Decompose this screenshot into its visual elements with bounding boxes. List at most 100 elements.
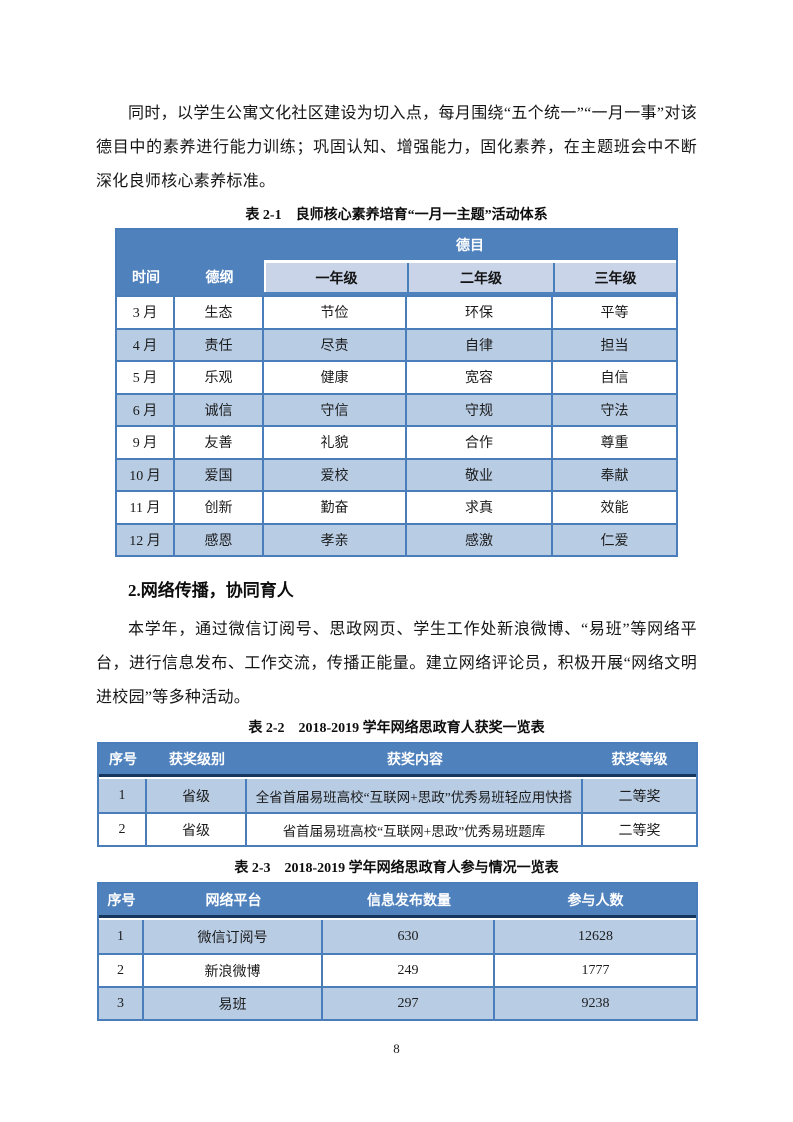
table1-header-demu: 德目 [456, 239, 484, 254]
table2-header-grade: 获奖等级 [611, 753, 668, 768]
table1-header-grade2: 二年级 [407, 263, 553, 292]
table1-header-degang: 德纲 [205, 271, 234, 286]
table-row: 2 省级 省首届易班高校“互联网+思政”优秀易班题库 二等奖 [99, 812, 696, 845]
table-cell: 微信订阅号 [144, 920, 323, 953]
table-cell: 1 [99, 779, 147, 812]
table1-header-demu-group: 德目 一年级 二年级 三年级 [264, 230, 676, 295]
table-row: 9 月 友善 礼貌 合作 尊重 [117, 425, 676, 458]
header-gap [99, 918, 696, 920]
table-cell: 2 [99, 814, 147, 845]
table-row: 3 易班 297 9238 [99, 986, 696, 1019]
table-row: 10 月 爱国 爱校 敬业 奉献 [117, 457, 676, 490]
table-cell: 尽责 [264, 329, 407, 360]
table3-header-platform: 网络平台 [205, 893, 262, 909]
table1-header: 时间 德纲 德目 一年级 二年级 三年级 [117, 230, 676, 295]
section-heading-network: 2.网络传播，协同育人 [128, 581, 294, 600]
table-cell: 6 月 [117, 394, 175, 425]
table-cell: 3 [99, 988, 144, 1019]
table-cell: 9 月 [117, 427, 175, 458]
table-cell: 平等 [600, 306, 629, 322]
table-cell: 爱校 [264, 459, 407, 490]
table2-header-index: 序号 [109, 753, 137, 768]
table-monthly-theme-system: 时间 德纲 德目 一年级 二年级 三年级 3 月 生态 节俭 环保 平等 4 月… [115, 228, 678, 557]
table-cell: 5 月 [117, 362, 175, 393]
table-cell: 守规 [407, 394, 553, 425]
table-cell: 友善 [175, 427, 264, 458]
header-gap [99, 777, 696, 779]
table-cell: 合作 [407, 427, 553, 458]
table3-header: 序号 网络平台 信息发布数量 参与人数 [99, 884, 696, 915]
paragraph-intro: 同时，以学生公寓文化社区建设为切入点，每月围绕“五个统一”“一月一事”对该德目中… [96, 105, 697, 190]
table-cell: 礼貌 [264, 427, 407, 458]
table-cell: 感恩 [175, 524, 264, 555]
table-cell: 尊重 [600, 436, 629, 452]
table-cell: 二等奖 [618, 823, 661, 839]
table-cell: 创新 [175, 492, 264, 523]
table-cell: 自律 [407, 329, 553, 360]
table3-header-index: 序号 [107, 893, 136, 909]
table-cell: 节俭 [264, 297, 407, 328]
table-row: 1 微信订阅号 630 12628 [99, 920, 696, 953]
table-cell: 二等奖 [618, 789, 661, 805]
table-cell: 勤奋 [264, 492, 407, 523]
table-row: 3 月 生态 节俭 环保 平等 [117, 295, 676, 328]
table-row: 5 月 乐观 健康 宽容 自信 [117, 360, 676, 393]
table-cell: 2 [99, 955, 144, 986]
table-cell: 求真 [407, 492, 553, 523]
table-cell: 1777 [581, 962, 610, 978]
table3-header-participants: 参与人数 [567, 893, 624, 909]
table-cell: 健康 [264, 362, 407, 393]
table2-header-content: 获奖内容 [387, 753, 443, 768]
table-cell: 省首届易班高校“互联网+思政”优秀易班题库 [247, 814, 583, 845]
table-cell: 全省首届易班高校“互联网+思政”优秀易班轻应用快搭 [247, 779, 583, 812]
table-cell: 省级 [147, 779, 247, 812]
table-cell: 生态 [175, 297, 264, 328]
table-row: 2 新浪微博 249 1777 [99, 953, 696, 986]
table1-header-grade1: 一年级 [264, 263, 407, 292]
table-cell: 297 [323, 988, 495, 1019]
table-cell: 仁爱 [600, 533, 629, 549]
table3-header-posts: 信息发布数量 [367, 893, 451, 909]
table-cell: 10 月 [117, 459, 175, 490]
page-number: 8 [393, 1041, 400, 1056]
table-cell: 3 月 [117, 297, 175, 328]
table-cell: 感激 [407, 524, 553, 555]
table-cell: 守法 [600, 403, 629, 419]
paragraph-network: 本学年，通过微信订阅号、思政网页、学生工作处新浪微博、“易班”等网络平台，进行信… [96, 621, 697, 706]
table-cell: 环保 [407, 297, 553, 328]
table-network-participation: 序号 网络平台 信息发布数量 参与人数 1 微信订阅号 630 12628 2 … [97, 882, 698, 1021]
table-row: 11 月 创新 勤奋 求真 效能 [117, 490, 676, 523]
table-cell: 630 [323, 920, 495, 953]
table-cell: 9238 [581, 995, 610, 1011]
header-divider [99, 774, 696, 777]
table-cell: 乐观 [175, 362, 264, 393]
table-cell: 1 [99, 920, 144, 953]
table-cell: 孝亲 [264, 524, 407, 555]
table-cell: 责任 [175, 329, 264, 360]
table-row: 6 月 诚信 守信 守规 守法 [117, 392, 676, 425]
table-cell: 宽容 [407, 362, 553, 393]
table3-caption: 表 2-3 2018-2019 学年网络思政育人参与情况一览表 [234, 861, 559, 876]
table-cell: 敬业 [407, 459, 553, 490]
table-cell: 4 月 [117, 329, 175, 360]
table-cell: 守信 [264, 394, 407, 425]
table-cell: 爱国 [175, 459, 264, 490]
table-cell: 自信 [600, 371, 629, 387]
table-cell: 249 [323, 955, 495, 986]
table-cell: 12 月 [117, 524, 175, 555]
table-cell: 效能 [600, 501, 629, 517]
table-cell: 12628 [578, 928, 613, 944]
table2-caption: 表 2-2 2018-2019 学年网络思政育人获奖一览表 [248, 721, 545, 736]
table1-grade-header-row: 一年级 二年级 三年级 [264, 260, 676, 292]
table-cell: 新浪微博 [144, 955, 323, 986]
table-row: 4 月 责任 尽责 自律 担当 [117, 327, 676, 360]
table1-header-time: 时间 [132, 271, 160, 286]
table-cell: 省级 [147, 814, 247, 845]
table-cell: 奉献 [600, 468, 629, 484]
table-cell: 担当 [600, 338, 629, 354]
table2-header-level: 获奖级别 [169, 753, 225, 768]
table-row: 12 月 感恩 孝亲 感激 仁爱 [117, 522, 676, 555]
table-cell: 易班 [144, 988, 323, 1019]
table-cell: 诚信 [175, 394, 264, 425]
